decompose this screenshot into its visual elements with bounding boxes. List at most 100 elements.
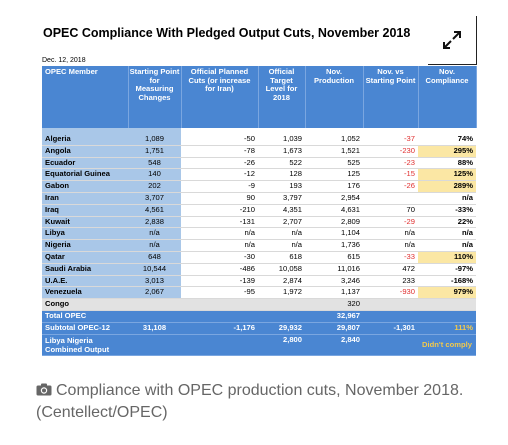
target-level-value: 29,932 [258,322,305,335]
header-nov-compliance: Nov. Compliance [418,66,477,128]
table-row: Venezuela 2,067 -95 1,972 1,137 -930 979% [42,286,476,300]
spacer-row [42,128,476,134]
planned-cuts-value: 90 [181,192,258,205]
header-row: OPEC Member Starting Point for Measuring… [42,66,477,128]
compliance-value: 22% [418,216,476,229]
nov-production-value: 176 [305,180,363,193]
empty-cell [418,298,476,311]
target-level-value: 3,797 [258,192,305,205]
starting-point-value: 1,751 [128,145,181,158]
member-name: Kuwait [42,216,128,229]
empty-cell [181,298,258,311]
compliance-value: 289% [418,180,476,193]
starting-point-value: 648 [128,251,181,264]
member-name: Congo [42,298,128,311]
target-level-value: 2,874 [258,275,305,288]
nov-vs-start-value: n/a [363,227,418,241]
nov-production-value: 1,521 [305,145,363,158]
member-name: Libya Nigeria Combined Output [42,334,128,356]
nov-vs-start-value: 233 [363,275,418,288]
planned-cuts-value: n/a [181,239,258,252]
compliance-value: 111% [418,322,476,335]
table-row: U.A.E. 3,013 -139 2,874 3,246 233 -168% [42,275,476,288]
empty-cell [418,310,476,323]
header-target-level: Official Target Level for 2018 [258,66,306,128]
target-level-value: 128 [258,168,305,182]
starting-point-value: 4,561 [128,204,181,217]
empty-cell [258,310,305,323]
empty-cell [128,298,181,311]
starting-point-value: 140 [128,168,181,182]
table-row: Gabon 202 -9 193 176 -26 289% [42,180,476,193]
nov-production-value: 1,052 [305,134,363,146]
figure-card: OPEC Compliance With Pledged Output Cuts… [36,16,478,357]
planned-cuts-value: -210 [181,204,258,217]
camera-icon [36,381,52,402]
opec-compliance-table: OPEC Member Starting Point for Measuring… [42,66,477,356]
compliance-value: 88% [418,157,476,170]
compliance-value: -33% [418,204,476,217]
empty-cell [128,334,181,356]
member-name: Algeria [42,134,128,146]
table-row-subtotal: Subtotal OPEC-12 31,108 -1,176 29,932 29,807… [42,322,476,335]
nov-production-value: 29,807 [305,322,363,335]
member-name: Nigeria [42,239,128,252]
planned-cuts-value: -9 [181,180,258,193]
nov-production-value: 11,016 [305,263,363,276]
nov-vs-start-value: -29 [363,216,418,229]
planned-cuts-value: -26 [181,157,258,170]
header-member: OPEC Member [42,66,129,128]
nov-vs-start-value: -15 [363,168,418,182]
header-starting-point: Starting Point for Measuring Changes [128,66,182,128]
nov-vs-start-value: -26 [363,180,418,193]
nov-production-value: 1,736 [305,239,363,252]
member-name: Ecuador [42,157,128,170]
member-name: Iraq [42,204,128,217]
starting-point-value: 2,067 [128,286,181,300]
table-row: Libya n/a n/a n/a 1,104 n/a n/a [42,227,476,241]
compliance-value: n/a [418,239,476,252]
expand-icon [443,31,461,49]
table-row: Equatorial Guinea 140 -12 128 125 -15 125% [42,168,476,182]
expand-button[interactable] [428,16,477,65]
planned-cuts-value: -139 [181,275,258,288]
member-name: Saudi Arabia [42,263,128,276]
compliance-value: 110% [418,251,476,264]
table-row-congo: Congo 320 [42,298,476,311]
starting-point-value: 3,013 [128,275,181,288]
target-level-value: n/a [258,227,305,241]
member-name: Subtotal OPEC-12 [42,322,128,335]
planned-cuts-value: -1,176 [181,322,258,335]
nov-vs-start-value: -930 [363,286,418,300]
table-row: Angola 1,751 -78 1,673 1,521 -230 295% [42,145,476,158]
starting-point-value: 31,108 [128,322,181,335]
nov-vs-start-value: n/a [363,239,418,252]
empty-cell [128,310,181,323]
starting-point-value: 3,707 [128,192,181,205]
table-row-libya-nigeria: Libya Nigeria Combined Output 2,800 2,840 D… [42,334,476,356]
member-name: Libya [42,227,128,241]
nov-production-value: 525 [305,157,363,170]
compliance-value: 979% [418,286,476,300]
member-name: Equatorial Guinea [42,168,128,182]
compliance-value: -168% [418,275,476,288]
member-name: Total OPEC [42,310,128,323]
empty-cell [181,310,258,323]
table-row: Iraq 4,561 -210 4,351 4,631 70 -33% [42,204,476,217]
empty-cell [181,334,258,356]
compliance-value: n/a [418,192,476,205]
planned-cuts-value: -50 [181,134,258,146]
table-row-total: Total OPEC 32,967 [42,310,476,323]
table-row: Iran 3,707 90 3,797 2,954 n/a [42,192,476,205]
nov-vs-start-value: -37 [363,134,418,146]
nov-production-value: 125 [305,168,363,182]
target-level-value: 1,972 [258,286,305,300]
target-level-value: 2,800 [258,334,305,356]
member-name: U.A.E. [42,275,128,288]
caption-text: Compliance with OPEC production cuts, No… [36,382,464,421]
planned-cuts-value: -95 [181,286,258,300]
target-level-value: 2,707 [258,216,305,229]
planned-cuts-value: -131 [181,216,258,229]
table-row: Kuwait 2,838 -131 2,707 2,809 -29 22% [42,216,476,229]
table-row: Ecuador 548 -26 522 525 -23 88% [42,157,476,170]
